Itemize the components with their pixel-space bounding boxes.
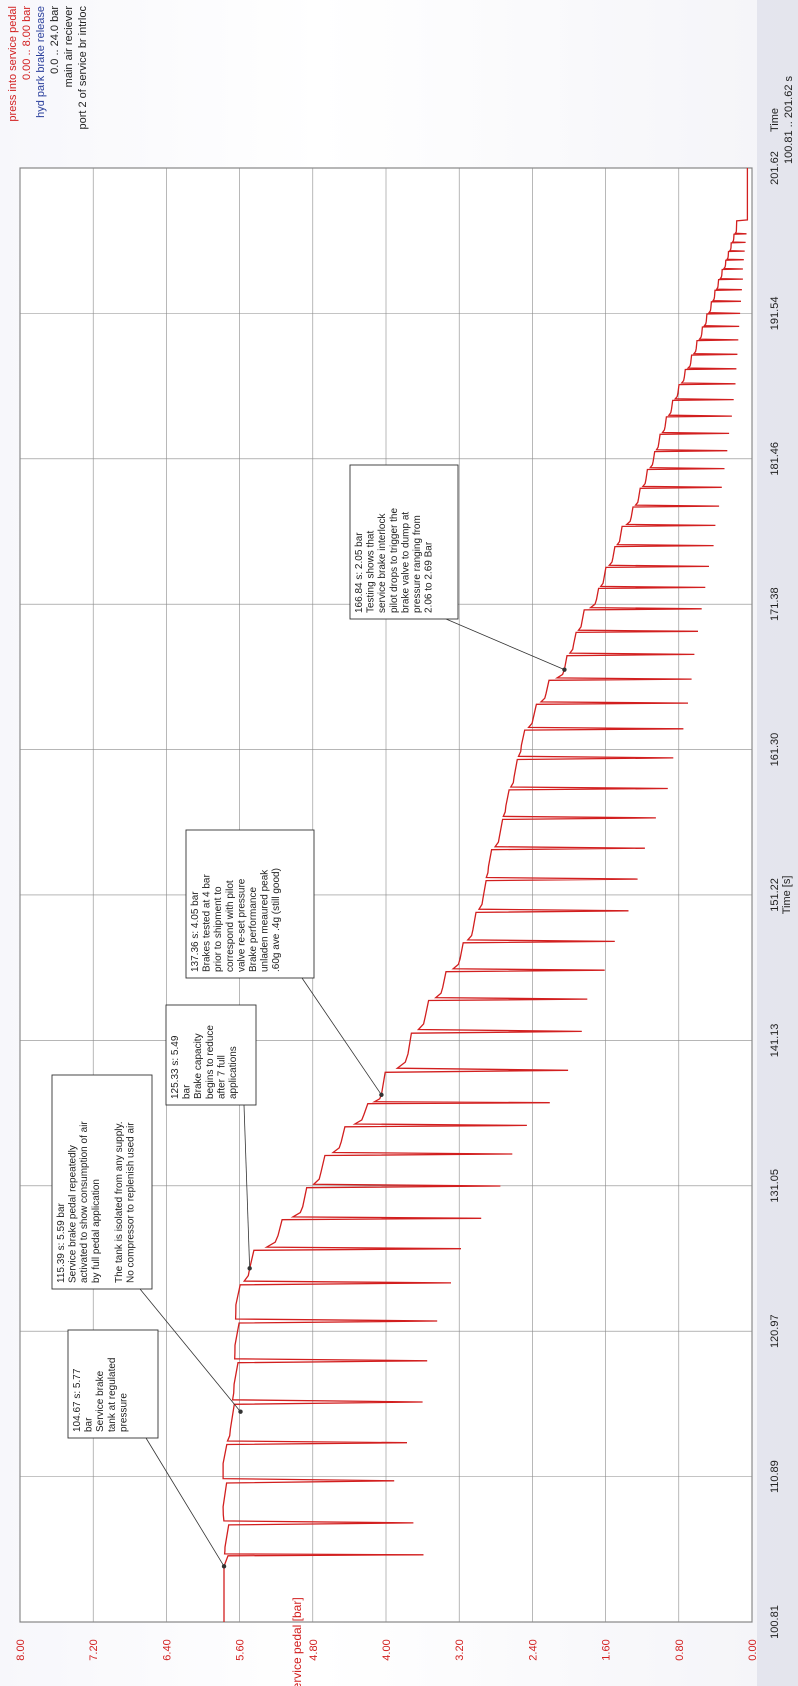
legend-item: 0.0 .. 24.0 bar [49,6,61,74]
annotation-text: activated to show consumption of air [79,1121,90,1283]
annotation-marker [247,1266,252,1271]
annotation-text: Brake capacity [193,1033,204,1099]
legend-time-range: 100.81 .. 201.62 s [783,75,795,164]
annotation-text: pressure [118,1393,129,1432]
y-axis-title: press into service pedal [bar] [290,1597,304,1686]
annotation-box [51,1074,153,1290]
legend-time-label: Time [769,108,781,132]
legend-item: hyd park brake release [35,6,47,118]
y-tick-label: 5.60 [235,1639,247,1660]
legend-item: main air reciever [63,6,75,88]
annotation-marker [562,667,567,672]
annotation-text: Brakes tested at 4 bar [202,873,213,972]
annotation-text: tank at regulated [107,1358,118,1433]
annotation-text: Service brake pedal repeatedly [68,1145,79,1283]
y-tick-label: 2.40 [527,1639,539,1660]
annotation-text: bar [182,1084,193,1099]
annotation-text: prior to shipment to [213,886,224,972]
annotation-text: by full pedal application [91,1179,102,1283]
x-tick-label: 201.62 [769,151,781,185]
annotation-text: begins to reduce [205,1025,216,1099]
annotation-text: 125.33 s: 5.49 [170,1035,181,1099]
annotation-box [349,464,459,620]
y-tick-label: 0.80 [674,1639,686,1660]
legend-item: press into service pedal [7,6,19,122]
annotation-text: No compressor to replenish used air [126,1122,137,1283]
x-tick-label: 141.13 [769,1024,781,1058]
annotation-text: Brake performance [248,887,259,972]
annotation-text: correspond with pilot [225,880,236,972]
annotation-text: 137.36 s: 4.05 bar [190,891,201,972]
annotation-text: pilot drops to trigger the [389,508,400,613]
annotation-text: brake valve to dump at [400,512,411,613]
x-tick-label: 100.81 [769,1605,781,1639]
annotation-marker [221,1564,227,1569]
annotation-leader [445,618,565,671]
annotation-leader [145,1437,225,1567]
annotation-text: 104.67 s: 5.77 [72,1368,83,1432]
annotation-text: 166.84 s: 2.05 bar [354,532,365,613]
legend-item: 0.00 .. 8.00 bar [21,6,33,80]
annotation-text: unladen meaured peak [260,869,271,972]
y-tick-label: 4.00 [381,1639,393,1660]
annotation-text: 115.39 s: 5.59 bar [56,1202,67,1283]
y-tick-label: 3.20 [454,1639,466,1660]
annotation-text: after 7 full [216,1055,227,1099]
legend-item: port 2 of service br intrloc [77,6,89,130]
annotation-marker [379,1092,384,1098]
annotation-text: service brake interlock [377,513,388,613]
y-tick-label: 8.00 [15,1639,27,1660]
y-tick-label: 4.80 [308,1639,320,1660]
y-tick-label: 6.40 [161,1639,173,1660]
x-tick-label: 181.46 [769,442,781,476]
x-tick-label: 120.97 [769,1314,781,1348]
annotation-text: The tank is isolated from any supply. [114,1121,125,1283]
x-tick-label: 191.54 [769,297,781,331]
annotation-text: Testing shows that [366,531,377,613]
annotation-text: .60g ave .4g (still good) [271,868,282,972]
annotation-leader [139,1288,241,1412]
x-tick-label: 161.30 [769,733,781,767]
annotation-text: 2.06 to 2.69 Bar [424,541,435,613]
x-tick-label: 131.05 [769,1169,781,1203]
annotation-text: bar [84,1417,95,1432]
annotation-box [165,1004,257,1106]
annotation-box [185,829,315,979]
y-tick-label: 7.20 [88,1639,100,1660]
annotation-marker [238,1409,243,1414]
annotation-text: pressure ranging from [412,515,423,613]
x-tick-label: 171.38 [769,587,781,621]
annotation-text: valve re-set pressure [236,878,247,972]
x-tick-label: 151.22 [769,878,781,912]
y-tick-label: 0.00 [747,1639,759,1660]
annotation-box [67,1329,159,1439]
legend-panel [757,0,798,1686]
annotation-text: applications [228,1046,239,1099]
y-tick-label: 1.60 [601,1639,613,1660]
annotation-leader [301,977,382,1096]
x-tick-label: 110.89 [769,1460,781,1493]
annotation-text: Service brake [95,1370,106,1432]
series-line-service-pedal [222,168,749,1622]
x-axis-title: Time [s] [781,876,793,915]
annotation-leader [243,1104,251,1269]
